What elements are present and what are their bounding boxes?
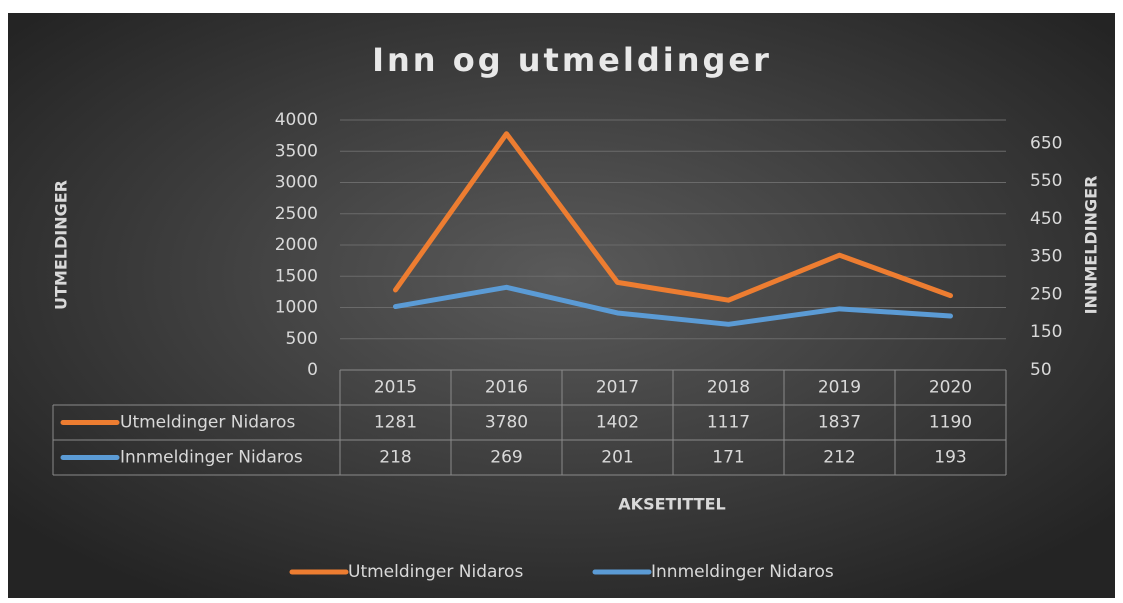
y-tick-label: 4000 xyxy=(275,110,318,130)
table-cell: 201 xyxy=(601,448,633,468)
table-cell: 218 xyxy=(379,448,411,468)
table-cell: 3780 xyxy=(485,413,528,433)
x-tick-label: 2017 xyxy=(596,378,639,398)
y-tick-label: 3500 xyxy=(275,141,318,161)
legend-label: Innmeldinger Nidaros xyxy=(651,562,834,582)
table-row-label: Utmeldinger Nidaros xyxy=(120,413,295,433)
x-tick-label: 2019 xyxy=(818,378,861,398)
y-tick-label: 2500 xyxy=(275,204,318,224)
y-tick-label: 1000 xyxy=(275,298,318,318)
x-tick-label: 2018 xyxy=(707,378,750,398)
y-tick-label: 2000 xyxy=(275,235,318,255)
legend-label: Utmeldinger Nidaros xyxy=(348,562,523,582)
table-cell: 1837 xyxy=(818,413,861,433)
y-tick-label: 1500 xyxy=(275,266,318,286)
y-tick-label: 500 xyxy=(286,329,318,349)
table-cell: 212 xyxy=(823,448,855,468)
series-line xyxy=(393,131,953,303)
series-line xyxy=(393,284,953,327)
y2-tick-label: 550 xyxy=(1030,171,1062,191)
y2-tick-label: 250 xyxy=(1030,284,1062,304)
y2-tick-label: 450 xyxy=(1030,209,1062,229)
y-tick-label: 3000 xyxy=(275,173,318,193)
table-cell: 1281 xyxy=(374,413,417,433)
x-axis-title: AKSETITTEL xyxy=(618,495,725,514)
y2-axis-title: INNMELDINGER xyxy=(1082,176,1101,315)
y2-tick-label: 350 xyxy=(1030,247,1062,267)
table-cell: 193 xyxy=(934,448,966,468)
y-axis-title: UTMELDINGER xyxy=(52,180,71,310)
table-cell: 1117 xyxy=(707,413,750,433)
table-cell: 171 xyxy=(712,448,744,468)
chart-title: Inn og utmeldinger xyxy=(372,41,772,79)
x-tick-label: 2015 xyxy=(374,378,417,398)
y2-tick-label: 50 xyxy=(1030,360,1052,380)
table-cell: 1402 xyxy=(596,413,639,433)
table-cell: 1190 xyxy=(929,413,972,433)
y-tick-label: 0 xyxy=(307,360,318,380)
chart-background xyxy=(8,13,1115,598)
y2-tick-label: 150 xyxy=(1030,322,1062,342)
table-cell: 269 xyxy=(490,448,522,468)
x-tick-label: 2016 xyxy=(485,378,528,398)
table-row-label: Innmeldinger Nidaros xyxy=(120,448,303,468)
y2-tick-label: 650 xyxy=(1030,133,1062,153)
x-tick-label: 2020 xyxy=(929,378,972,398)
